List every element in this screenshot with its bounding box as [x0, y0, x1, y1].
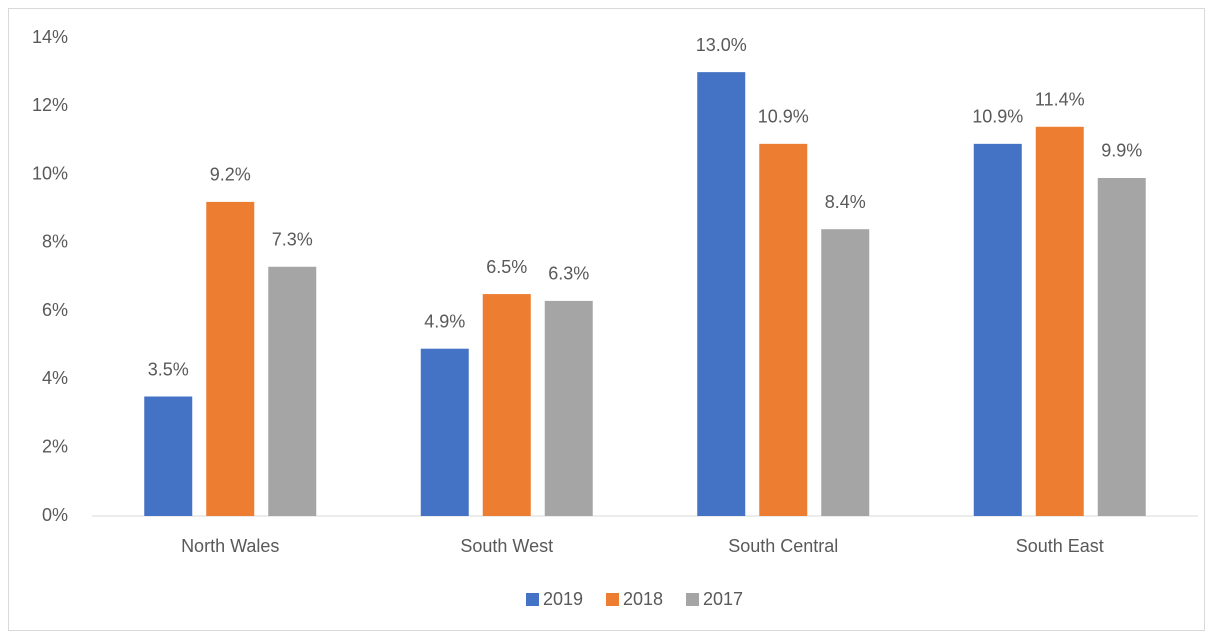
bar [973, 143, 1022, 517]
y-tick-label: 10% [32, 163, 68, 183]
value-label: 6.5% [486, 257, 527, 277]
legend-label: 2017 [703, 589, 743, 609]
y-tick-label: 14% [32, 27, 68, 47]
bar [544, 300, 593, 516]
bar [697, 72, 746, 517]
value-label: 7.3% [272, 230, 313, 250]
bar [759, 143, 808, 517]
bar [144, 396, 193, 516]
bar [1035, 126, 1084, 517]
value-label: 6.3% [548, 264, 589, 284]
value-label: 9.2% [210, 165, 251, 185]
bar [482, 294, 531, 516]
legend-swatch [686, 593, 699, 606]
value-label: 10.9% [758, 107, 809, 127]
legend-swatch [526, 593, 539, 606]
legend-swatch [606, 593, 619, 606]
value-label: 9.9% [1101, 141, 1142, 161]
y-tick-label: 2% [42, 436, 68, 456]
value-label: 4.9% [424, 311, 465, 331]
y-tick-label: 6% [42, 300, 68, 320]
bar [1097, 177, 1146, 516]
y-tick-label: 4% [42, 368, 68, 388]
value-label: 10.9% [972, 107, 1023, 127]
y-tick-label: 0% [42, 505, 68, 525]
legend-label: 2019 [543, 589, 583, 609]
bar [420, 348, 469, 516]
x-tick-label: South Central [728, 536, 838, 556]
bar [821, 229, 870, 516]
y-tick-label: 8% [42, 232, 68, 252]
y-tick-label: 12% [32, 95, 68, 115]
value-label: 13.0% [696, 35, 747, 55]
x-tick-label: North Wales [181, 536, 279, 556]
x-tick-label: South West [460, 536, 553, 556]
value-label: 8.4% [825, 192, 866, 212]
x-tick-label: South East [1016, 536, 1104, 556]
bar [268, 266, 317, 516]
value-label: 3.5% [148, 359, 189, 379]
bar [206, 201, 255, 516]
legend-label: 2018 [623, 589, 663, 609]
value-label: 11.4% [1035, 90, 1085, 110]
